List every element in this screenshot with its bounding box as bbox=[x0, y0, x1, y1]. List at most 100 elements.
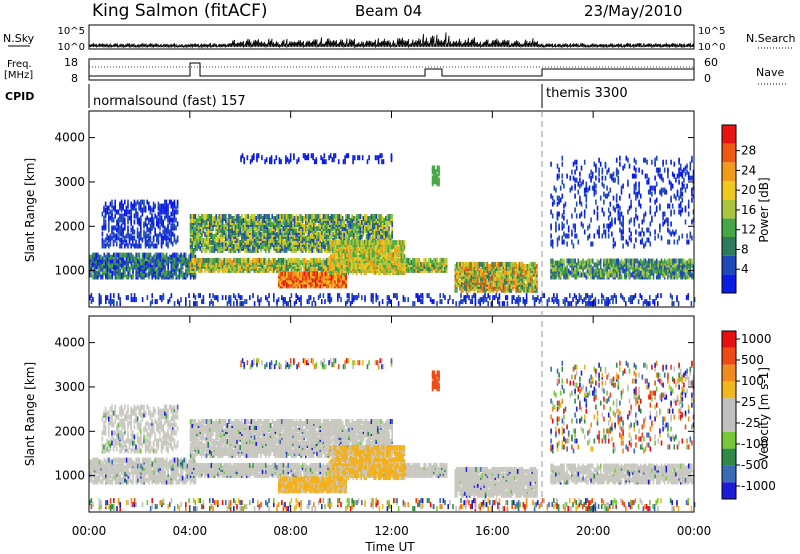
power-cell bbox=[365, 214, 368, 219]
power-cell bbox=[154, 260, 157, 266]
power-cell bbox=[109, 268, 112, 274]
power-cell bbox=[92, 252, 94, 258]
power-cell bbox=[204, 237, 206, 243]
power-cell bbox=[95, 264, 97, 270]
power-cell bbox=[130, 209, 132, 215]
power-cell bbox=[392, 268, 395, 274]
power-cell bbox=[172, 201, 174, 207]
power-cell bbox=[199, 257, 201, 263]
power-cell bbox=[170, 229, 172, 235]
power-cell bbox=[441, 257, 443, 263]
power-cell bbox=[194, 270, 197, 276]
power-cell bbox=[370, 252, 372, 258]
power-cell bbox=[563, 258, 565, 264]
power-cell bbox=[140, 203, 142, 209]
power-cell bbox=[276, 231, 278, 237]
power-cell bbox=[400, 254, 403, 260]
power-cell bbox=[347, 252, 350, 258]
power-cell bbox=[282, 214, 285, 219]
power-cell bbox=[504, 271, 506, 277]
power-cell bbox=[444, 257, 446, 263]
power-cell bbox=[352, 246, 355, 252]
power-cell bbox=[180, 266, 182, 272]
power-cell bbox=[367, 226, 369, 231]
power-cell bbox=[373, 246, 375, 252]
power-cell bbox=[109, 233, 112, 239]
power-cell bbox=[460, 281, 463, 287]
power-cell bbox=[287, 235, 289, 241]
power-cell bbox=[326, 271, 328, 277]
power-cell bbox=[390, 244, 393, 250]
power-cell bbox=[325, 265, 328, 271]
power-cell bbox=[397, 240, 399, 246]
power-cell bbox=[281, 277, 283, 283]
power-cell bbox=[398, 252, 401, 258]
power-cell bbox=[566, 264, 568, 270]
power-cell bbox=[149, 227, 152, 233]
power-cell bbox=[170, 223, 172, 229]
power-cell bbox=[103, 252, 105, 258]
power-cell bbox=[120, 213, 123, 219]
power-cell bbox=[313, 231, 315, 237]
power-cell bbox=[148, 227, 150, 233]
power-cell bbox=[124, 272, 126, 278]
power-cell bbox=[341, 216, 344, 221]
power-cell bbox=[170, 266, 173, 272]
power-cell bbox=[306, 214, 309, 219]
power-cell bbox=[314, 271, 317, 277]
power-cell bbox=[529, 267, 532, 273]
power-cell bbox=[287, 257, 289, 263]
power-cell bbox=[239, 216, 241, 221]
power-cell bbox=[316, 239, 318, 245]
power-cell bbox=[135, 243, 137, 249]
power-cell bbox=[172, 217, 174, 223]
power-cell bbox=[117, 268, 120, 274]
power-cell bbox=[306, 218, 309, 223]
power-cell bbox=[306, 259, 309, 265]
power-cell bbox=[143, 252, 145, 258]
power-cell bbox=[269, 231, 272, 237]
power-cell bbox=[271, 226, 273, 231]
power-cell bbox=[504, 261, 506, 267]
power-cell bbox=[349, 244, 351, 250]
power-cell bbox=[382, 250, 385, 256]
power-cell bbox=[402, 240, 404, 246]
power-cell bbox=[114, 199, 116, 205]
power-cell bbox=[342, 240, 345, 246]
power-cell bbox=[104, 219, 107, 225]
power-cell bbox=[177, 274, 179, 280]
power-cell bbox=[197, 257, 200, 263]
power-cell bbox=[125, 274, 128, 280]
power-cell bbox=[321, 218, 323, 223]
power-cell bbox=[114, 203, 116, 209]
power-cell bbox=[387, 240, 390, 246]
power-cell bbox=[363, 244, 366, 250]
power-cell bbox=[257, 214, 259, 219]
power-cell bbox=[428, 257, 430, 263]
power-cell bbox=[297, 271, 299, 277]
power-cell bbox=[508, 261, 511, 267]
power-cell bbox=[460, 275, 463, 281]
power-cell bbox=[149, 258, 152, 264]
power-cell bbox=[273, 265, 275, 271]
power-cell bbox=[367, 222, 369, 227]
power-cell bbox=[328, 244, 331, 250]
power-cell bbox=[322, 257, 325, 263]
power-cell bbox=[119, 213, 121, 219]
power-cell bbox=[456, 281, 458, 287]
power-cell bbox=[106, 266, 109, 272]
power-cell bbox=[284, 247, 286, 253]
power-cell bbox=[90, 254, 93, 260]
power-cell bbox=[286, 271, 288, 277]
power-cell bbox=[169, 254, 171, 260]
power-cell bbox=[287, 271, 290, 277]
power-cell bbox=[369, 216, 371, 221]
power-cell bbox=[500, 287, 503, 293]
power-cell bbox=[237, 218, 240, 223]
power-cell bbox=[492, 281, 495, 287]
power-cell bbox=[297, 216, 299, 221]
power-cell bbox=[151, 207, 153, 213]
power-cell bbox=[228, 218, 230, 223]
power-cell bbox=[258, 257, 261, 263]
power-cell bbox=[151, 241, 153, 247]
